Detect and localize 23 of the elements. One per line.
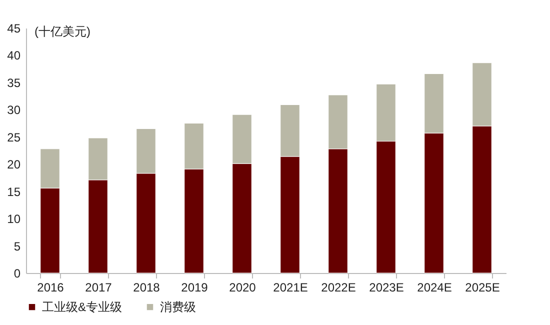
y-tick-label: 15 (7, 184, 21, 199)
y-tick-label: 30 (7, 103, 21, 118)
y-tick-label: 0 (14, 266, 21, 280)
x-tick-label: 2021E (273, 280, 308, 294)
y-tick-label: 5 (14, 239, 21, 254)
y-tick-label: 25 (7, 130, 21, 144)
y-tick-label: 40 (7, 48, 21, 63)
x-tick-label: 2020 (229, 280, 256, 294)
legend-label: 工业级&专业级 (42, 300, 122, 314)
x-tick-label: 2025E (465, 280, 500, 294)
y-tick-label: 35 (7, 76, 21, 90)
x-tick-label: 2024E (417, 280, 452, 294)
x-tick-label: 2019 (181, 280, 208, 294)
y-axis-title: (十亿美元) (34, 24, 90, 38)
x-tick-label: 2017 (85, 280, 112, 294)
y-tick-label: 10 (7, 212, 21, 226)
x-tick-label: 2023E (369, 280, 404, 294)
x-tick-label: 2022E (321, 280, 356, 294)
y-tick-label: 45 (7, 22, 21, 36)
legend-label: 消费级 (160, 300, 196, 314)
y-tick-label: 20 (7, 158, 21, 172)
x-tick-label: 2016 (37, 280, 64, 294)
x-tick-label: 2018 (133, 280, 160, 294)
